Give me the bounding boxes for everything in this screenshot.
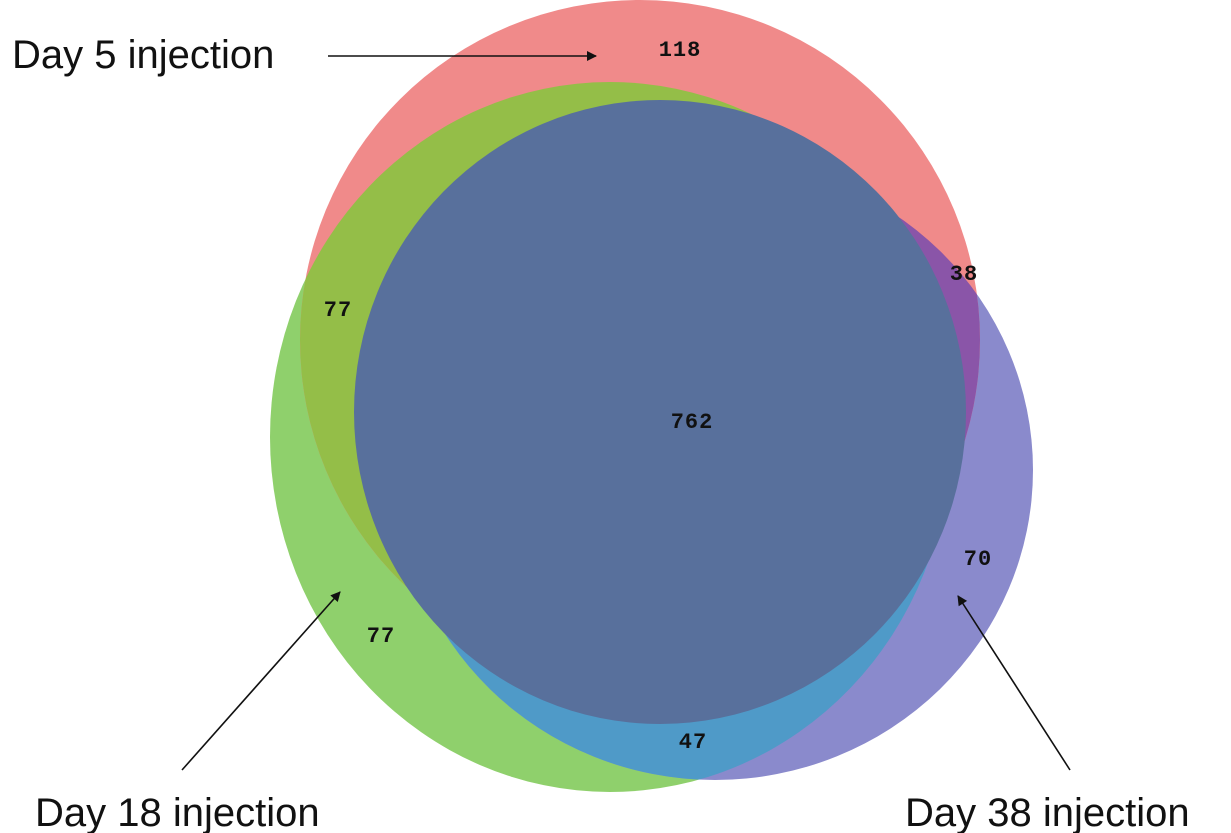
count-day18-day38: 47 bbox=[679, 730, 707, 755]
day38-set-label: Day 38 injection bbox=[905, 791, 1190, 833]
count-only-day18: 77 bbox=[367, 624, 395, 649]
count-only-day5: 118 bbox=[659, 38, 702, 63]
day5-set-label: Day 5 injection bbox=[12, 33, 274, 77]
day18-arrow bbox=[181, 591, 341, 771]
day18-set-label: Day 18 injection bbox=[35, 791, 320, 833]
count-day5-day18: 77 bbox=[324, 298, 352, 323]
count-day5-day38: 38 bbox=[950, 262, 978, 287]
all-three-overlap-region bbox=[354, 100, 966, 724]
count-only-day38: 70 bbox=[964, 547, 992, 572]
day38-arrow bbox=[957, 595, 1071, 771]
count-all-three: 762 bbox=[671, 410, 714, 435]
